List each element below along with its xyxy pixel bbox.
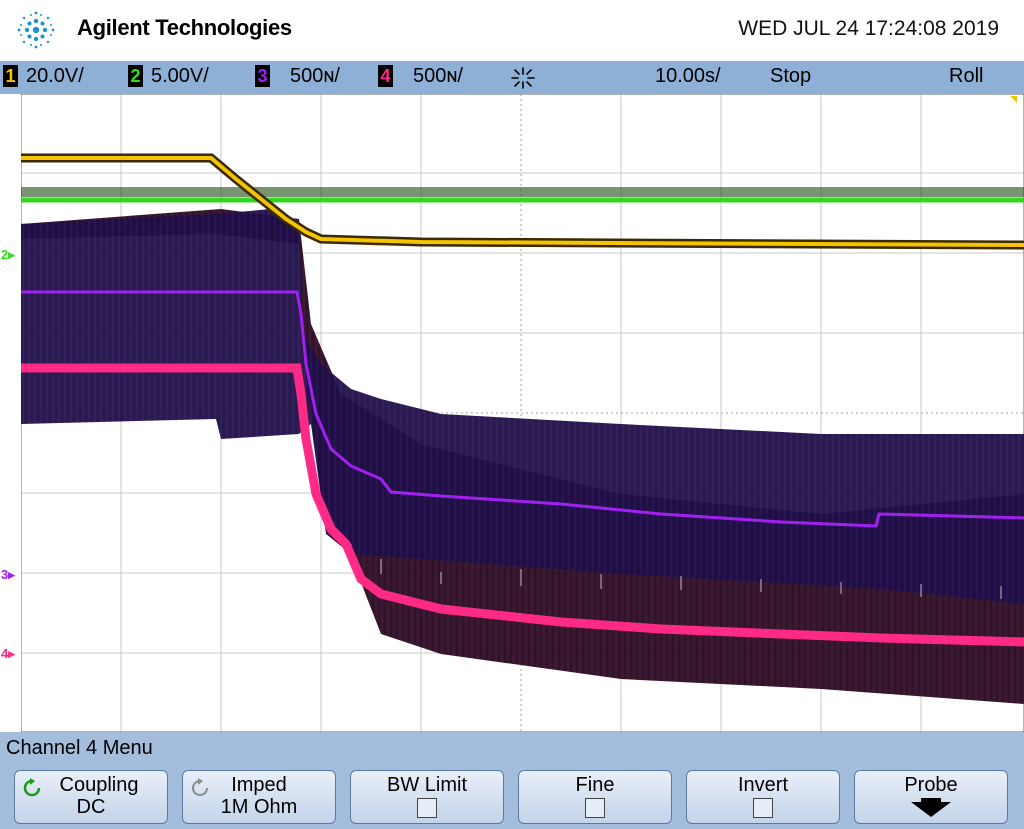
brand-name: Agilent Technologies xyxy=(77,15,292,40)
fine-checkbox[interactable] xyxy=(585,798,605,818)
date-time: WED JUL 24 17:24:08 2019 xyxy=(738,17,999,40)
ch2-ground-marker[interactable]: 2▸ xyxy=(1,247,15,262)
waveform-graticule xyxy=(21,94,1024,732)
ch4-badge: 4 xyxy=(378,65,393,87)
menu-title: Channel 4 Menu xyxy=(6,737,153,759)
ch4-marker-label: 4 xyxy=(1,646,9,661)
imped-value: 1M Ohm xyxy=(220,796,298,818)
fine-label: Fine xyxy=(575,774,615,796)
ch1-badge: 1 xyxy=(3,65,18,87)
ch4-scale-value: 500ɴ/ xyxy=(413,65,463,87)
probe-label: Probe xyxy=(904,774,958,796)
softkey-menu: Channel 4 Menu Coupling DC Imped 1M Ohm … xyxy=(0,732,1024,829)
coupling-label: Coupling xyxy=(59,774,139,796)
ch2-marker-label: 2 xyxy=(1,247,9,262)
timebase[interactable]: 10.00s/ xyxy=(655,65,721,87)
trigger-icon[interactable] xyxy=(510,66,536,90)
bw-limit-label: BW Limit xyxy=(387,774,467,796)
ch3-scale[interactable]: 3 500ɴ/ xyxy=(255,65,340,88)
ch4-scale[interactable]: 4 500ɴ/ xyxy=(378,65,463,88)
agilent-logo-icon xyxy=(17,11,55,49)
status-bar: 1 20.0V/ 2 5.00V/ 3 500ɴ/ 4 500ɴ/ 10.00s/ St… xyxy=(0,61,1024,94)
run-state: Stop xyxy=(770,65,812,87)
ch2-scale[interactable]: 2 5.00V/ xyxy=(128,65,209,88)
invert-label: Invert xyxy=(737,774,789,796)
ch3-marker-label: 3 xyxy=(1,567,9,582)
ch3-badge: 3 xyxy=(255,65,270,87)
bw-limit-checkbox[interactable] xyxy=(417,798,437,818)
coupling-value: DC xyxy=(76,796,106,818)
ch1-scale[interactable]: 1 20.0V/ xyxy=(3,65,84,88)
invert-checkbox[interactable] xyxy=(753,798,773,818)
waveform-display xyxy=(21,94,1024,732)
invert-softkey[interactable]: Invert xyxy=(686,770,840,824)
bw-limit-softkey[interactable]: BW Limit xyxy=(350,770,504,824)
ch2-scale-value: 5.00V/ xyxy=(151,65,209,87)
rotate-green-icon xyxy=(23,778,41,797)
ch2-badge: 2 xyxy=(128,65,143,87)
ch1-offscreen-marker xyxy=(1010,96,1017,103)
acquisition-mode: Roll xyxy=(949,65,984,87)
coupling-softkey[interactable]: Coupling DC xyxy=(14,770,168,824)
ch3-scale-value: 500ɴ/ xyxy=(290,65,340,87)
imped-label: Imped xyxy=(231,774,287,796)
ch3-ground-marker[interactable]: 3▸ xyxy=(1,567,15,582)
rotate-gray-icon xyxy=(192,778,208,796)
fine-softkey[interactable]: Fine xyxy=(518,770,672,824)
arrow-down-icon xyxy=(911,798,951,817)
probe-softkey[interactable]: Probe xyxy=(854,770,1008,824)
imped-softkey[interactable]: Imped 1M Ohm xyxy=(182,770,336,824)
ch4-ground-marker[interactable]: 4▸ xyxy=(1,646,15,661)
ch1-scale-value: 20.0V/ xyxy=(26,65,84,87)
header: Agilent Technologies WED JUL 24 17:24:08… xyxy=(0,0,1024,61)
